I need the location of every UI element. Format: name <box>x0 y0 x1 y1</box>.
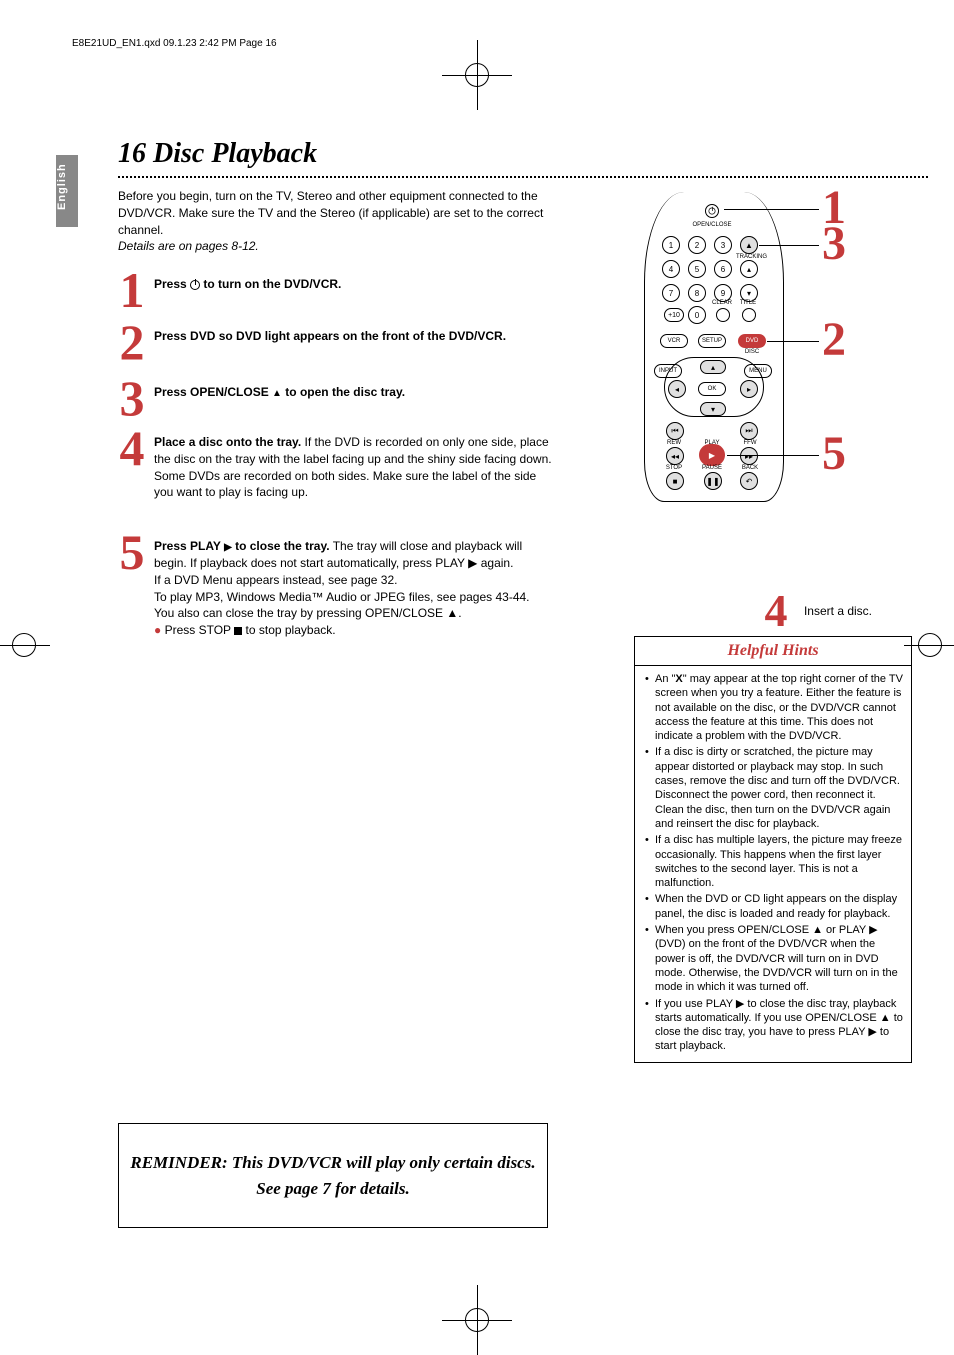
dpad-left: ◂ <box>668 380 686 398</box>
hint-1: If a disc is dirty or scratched, the pic… <box>643 745 903 831</box>
title-button <box>742 308 756 322</box>
title-divider <box>118 176 928 178</box>
btn-8: 8 <box>688 284 706 302</box>
step-2: 2 Press DVD so DVD light appears on the … <box>110 320 554 365</box>
hint-0: An "X" may appear at the top right corne… <box>643 672 903 743</box>
back-button: ↶ <box>740 472 758 490</box>
step-4: 4 Place a disc onto the tray. If the DVD… <box>110 426 554 501</box>
stop-label: STOP <box>662 465 686 471</box>
btn-1: 1 <box>662 236 680 254</box>
rew-label: REW <box>662 440 686 446</box>
step-4-num: 4 <box>110 426 154 471</box>
track-up-button: ▴ <box>740 260 758 278</box>
reg-left <box>0 630 50 660</box>
step-3: 3 Press OPEN/CLOSE ▲ to open the disc tr… <box>110 376 554 421</box>
skip-next: ⏭ <box>740 422 758 440</box>
disc-label: DISC <box>738 349 766 355</box>
btn-7: 7 <box>662 284 680 302</box>
intro-details: Details are on pages 8-12. <box>118 239 259 253</box>
play-button: ▶ <box>699 444 725 466</box>
step-5-text: Press PLAY ▶ to close the tray. The tray… <box>154 530 554 639</box>
btn-3: 3 <box>714 236 732 254</box>
step-2-num: 2 <box>110 320 154 365</box>
step-3-text: Press OPEN/CLOSE ▲ to open the disc tray… <box>154 385 405 399</box>
callout-3: 3 <box>822 216 846 271</box>
insert-num: 4 <box>754 590 798 631</box>
clear-label: CLEAR <box>710 300 734 306</box>
dpad-down: ▾ <box>700 402 726 416</box>
stop-button: ■ <box>666 472 684 490</box>
hint-3: When the DVD or CD light appears on the … <box>643 892 903 921</box>
step-5-num: 5 <box>110 530 154 575</box>
callout-5: 5 <box>822 426 846 481</box>
callout-5-line <box>727 455 819 456</box>
btn-6: 6 <box>714 260 732 278</box>
ok-button: OK <box>698 382 726 396</box>
reminder-text: REMINDER: This DVD/VCR will play only ce… <box>119 1150 547 1201</box>
step-3-num: 3 <box>110 376 154 421</box>
hints-box: Helpful Hints An "X" may appear at the t… <box>634 636 912 1063</box>
ffw-label: FFW <box>738 440 762 446</box>
hints-body: An "X" may appear at the top right corne… <box>635 666 911 1062</box>
tracking-label: TRACKING <box>736 254 766 260</box>
btn-0: 0 <box>688 306 706 324</box>
callout-3-line <box>759 245 819 246</box>
pause-button: ❚❚ <box>704 472 722 490</box>
dpad-up: ▴ <box>700 360 726 374</box>
dpad-right: ▸ <box>740 380 758 398</box>
reminder-box: REMINDER: This DVD/VCR will play only ce… <box>118 1123 548 1228</box>
eject-button: ▲ <box>740 236 758 254</box>
ffw-button: ▸▸ <box>740 447 758 465</box>
step-1-num: 1 <box>110 268 154 313</box>
btn-4: 4 <box>662 260 680 278</box>
dvd-button: DVD <box>738 334 766 348</box>
insert-disc-row: 4 Insert a disc. <box>754 590 872 631</box>
title-label: TITLE <box>736 300 760 306</box>
hint-2: If a disc has multiple layers, the pictu… <box>643 833 903 890</box>
clear-button <box>716 308 730 322</box>
step-2-text: Press DVD so DVD light appears on the fr… <box>154 329 506 343</box>
callout-2-line <box>767 341 819 342</box>
crop-mark-bottom <box>462 1305 492 1335</box>
header-line: E8E21UD_EN1.qxd 09.1.23 2:42 PM Page 16 <box>72 38 277 49</box>
btn-2: 2 <box>688 236 706 254</box>
language-tab: English <box>56 155 78 227</box>
hints-title: Helpful Hints <box>635 637 911 666</box>
callout-1-line <box>724 209 819 210</box>
skip-prev: ⏮ <box>666 422 684 440</box>
page-title: 16 Disc Playback <box>118 138 317 170</box>
power-button <box>705 204 719 218</box>
remote-diagram: OPEN/CLOSE 1 2 3 ▲ 4 5 6 ▴ TRACKING 7 8 … <box>594 182 894 517</box>
hint-5: If you use PLAY ▶ to close the disc tray… <box>643 997 903 1054</box>
rew-button: ◂◂ <box>666 447 684 465</box>
step-5: 5 Press PLAY ▶ to close the tray. The tr… <box>110 530 554 639</box>
step-1: 1 Press to turn on the DVD/VCR. <box>110 268 554 313</box>
pause-label: PAUSE <box>698 465 726 471</box>
insert-text: Insert a disc. <box>798 604 872 618</box>
intro-body: Before you begin, turn on the TV, Stereo… <box>118 189 543 237</box>
open-close-label: OPEN/CLOSE <box>692 222 732 228</box>
vcr-button: VCR <box>660 334 688 348</box>
btn-plus10: +10 <box>664 308 684 322</box>
hint-4: When you press OPEN/CLOSE ▲ or PLAY ▶ (D… <box>643 923 903 994</box>
btn-5: 5 <box>688 260 706 278</box>
setup-button: SETUP <box>698 334 726 348</box>
crop-mark-top <box>462 60 492 90</box>
step-1-text: Press to turn on the DVD/VCR. <box>154 277 341 291</box>
intro-text: Before you begin, turn on the TV, Stereo… <box>118 188 548 255</box>
back-label: BACK <box>738 465 762 471</box>
step-4-text: Place a disc onto the tray. If the DVD i… <box>154 426 554 501</box>
callout-2: 2 <box>822 312 846 367</box>
